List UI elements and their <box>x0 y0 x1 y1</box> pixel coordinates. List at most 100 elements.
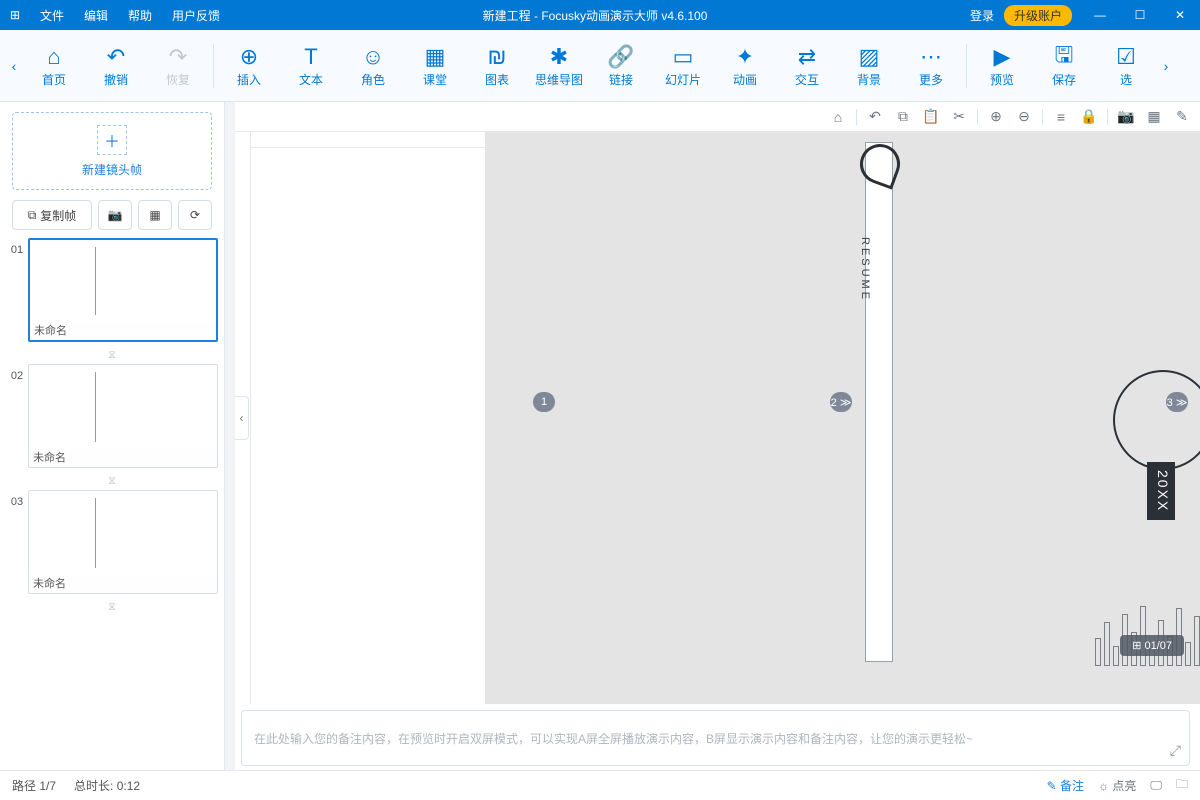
new-frame-label: 新建镜头帧 <box>82 161 142 178</box>
toolbar-更多-button[interactable]: ⋯更多 <box>900 36 962 96</box>
toolbar-背景-button[interactable]: ▨背景 <box>838 36 900 96</box>
copy2-icon[interactable]: ⧉ <box>893 108 913 125</box>
frame-caption: 未命名 <box>29 573 217 593</box>
close-icon[interactable]: ✕ <box>1160 8 1200 22</box>
menu-file[interactable]: 文件 <box>30 7 74 24</box>
loop-button[interactable]: ⟳ <box>178 200 212 230</box>
notes-expand-icon[interactable]: ⤢ <box>1170 742 1181 759</box>
path-node-1[interactable]: 1 <box>533 392 555 412</box>
camera-button[interactable]: 📷 <box>98 200 132 230</box>
plus-icon: ＋ <box>97 125 127 155</box>
sidebar-collapse-button[interactable]: ‹ <box>235 396 249 440</box>
menu-feedback[interactable]: 用户反馈 <box>162 7 230 24</box>
toolbar-链接-button[interactable]: 🔗链接 <box>590 36 652 96</box>
stage-circle-shape[interactable] <box>1113 370 1200 470</box>
grid-icon[interactable]: ▦ <box>1144 108 1164 125</box>
frames-list: 01未命名⧖02未命名⧖03未命名⧖ <box>0 238 224 770</box>
zoom-out-icon[interactable]: ⊖ <box>1014 108 1034 125</box>
status-🖵-button[interactable]: 🖵 <box>1150 778 1162 793</box>
undo2-icon[interactable]: ↶ <box>865 108 885 125</box>
snapshot-icon[interactable]: 📷 <box>1116 108 1136 125</box>
status-🗀-button[interactable]: 🗀 <box>1176 775 1188 796</box>
插入-icon: ⊕ <box>240 43 258 71</box>
预览-icon: ▶ <box>994 43 1011 71</box>
status-点亮-button[interactable]: ☼ 点亮 <box>1098 777 1136 794</box>
main-toolbar: ‹ ⌂首页↶撤销↷恢复 ⊕插入T文本☺角色▦课堂₪图表✱思维导图🔗链接▭幻灯片✦… <box>0 30 1200 102</box>
status-path: 路径 1/7 <box>12 777 56 794</box>
toolbar-scroll-right-icon[interactable]: › <box>1157 36 1175 96</box>
frame-thumbnail[interactable]: 未命名 <box>28 364 218 468</box>
cut-icon[interactable]: ✂ <box>949 108 969 125</box>
stage-year-text[interactable]: 20XX <box>1147 462 1175 520</box>
幻灯片-icon: ▭ <box>673 43 694 71</box>
sidebar-scrollbar[interactable] <box>225 102 235 770</box>
zoom-in-icon[interactable]: ⊕ <box>986 108 1006 125</box>
copy-frame-button[interactable]: ⧉复制帧 <box>12 200 92 230</box>
toolbar-交互-button[interactable]: ⇄交互 <box>776 36 838 96</box>
toolbar-预览-button[interactable]: ▶预览 <box>971 36 1033 96</box>
toolbar-保存-button[interactable]: 🖫保存 <box>1033 36 1095 96</box>
qr-icon: ▦ <box>149 208 160 222</box>
stage-resume-text[interactable]: RESUME <box>859 237 871 302</box>
更多-icon: ⋯ <box>920 43 942 71</box>
menu-help[interactable]: 帮助 <box>118 7 162 24</box>
toolbar-选-button[interactable]: ☑选 <box>1095 36 1157 96</box>
frame-thumbnail[interactable]: 未命名 <box>28 238 218 342</box>
statusbar: 路径 1/7 总时长: 0:12 ✎ 备注☼ 点亮🖵 🗀 <box>0 770 1200 800</box>
toolbar-文本-button[interactable]: T文本 <box>280 36 342 96</box>
toolbar-幻灯片-button[interactable]: ▭幻灯片 <box>652 36 714 96</box>
frame-transition-icon[interactable]: ⧖ <box>6 472 218 490</box>
首页-icon: ⌂ <box>47 43 60 71</box>
toolbar-恢复-button[interactable]: ↷恢复 <box>147 36 209 96</box>
titlebar: ⊞ 文件 编辑 帮助 用户反馈 新建工程 - Focusky动画演示大师 v4.… <box>0 0 1200 30</box>
toolbar-插入-button[interactable]: ⊕插入 <box>218 36 280 96</box>
toolbar-思维导图-button[interactable]: ✱思维导图 <box>528 36 590 96</box>
edit-icon[interactable]: ✎ <box>1172 108 1192 125</box>
paste-icon[interactable]: 📋 <box>921 108 941 125</box>
lock-icon[interactable]: 🔒 <box>1079 108 1099 125</box>
撤销-icon: ↶ <box>107 43 125 71</box>
恢复-icon: ↷ <box>169 43 187 71</box>
frame-thumbnail[interactable]: 未命名 <box>28 490 218 594</box>
canvas-area: ⌂ ↶ ⧉ 📋 ✂ ⊕ ⊖ ≡ 🔒 📷 ▦ ✎ ‹ RESUME <box>235 102 1200 770</box>
toolbar-课堂-button[interactable]: ▦课堂 <box>404 36 466 96</box>
app-logo-icon: ⊞ <box>0 8 30 22</box>
canvas-viewport[interactable]: ‹ RESUME 20XX 1 2 ≫ 3 ≫ 01/07 <box>235 132 1200 704</box>
maximize-icon[interactable]: ☐ <box>1120 8 1160 22</box>
toolbar-角色-button[interactable]: ☺角色 <box>342 36 404 96</box>
frame-transition-icon[interactable]: ⧖ <box>6 598 218 616</box>
保存-icon: 🖫 <box>1055 43 1074 71</box>
toolbar-动画-button[interactable]: ✦动画 <box>714 36 776 96</box>
menu-edit[interactable]: 编辑 <box>74 7 118 24</box>
canvas-stage[interactable]: RESUME 20XX <box>485 132 1200 704</box>
背景-icon: ▨ <box>859 43 880 71</box>
path-node-2[interactable]: 2 ≫ <box>830 392 852 412</box>
notes-placeholder: 在此处输入您的备注内容，在预览时开启双屏模式，可以实现A屏全屏播放演示内容，B屏… <box>254 730 973 747</box>
课堂-icon: ▦ <box>425 43 446 71</box>
toolbar-scroll-left-icon[interactable]: ‹ <box>5 36 23 96</box>
login-button[interactable]: 登录 <box>960 7 1004 24</box>
home-icon[interactable]: ⌂ <box>828 109 848 125</box>
stage-deco-shape[interactable] <box>854 138 905 189</box>
new-frame-button[interactable]: ＋ 新建镜头帧 <box>12 112 212 190</box>
align-icon[interactable]: ≡ <box>1051 109 1071 125</box>
toolbar-图表-button[interactable]: ₪图表 <box>466 36 528 96</box>
选-icon: ☑ <box>1116 43 1136 71</box>
path-node-3[interactable]: 3 ≫ <box>1166 392 1188 412</box>
notes-panel[interactable]: 在此处输入您的备注内容，在预览时开启双屏模式，可以实现A屏全屏播放演示内容，B屏… <box>241 710 1190 766</box>
stage-column-shape[interactable] <box>865 142 893 662</box>
minimize-icon[interactable]: — <box>1080 8 1120 22</box>
动画-icon: ✦ <box>736 43 754 71</box>
角色-icon: ☺ <box>362 43 384 71</box>
frames-sidebar: ＋ 新建镜头帧 ⧉复制帧 📷 ▦ ⟳ 01未命名⧖02未命名⧖03未命名⧖ <box>0 102 225 770</box>
status-备注-button[interactable]: ✎ 备注 <box>1047 777 1084 794</box>
toolbar-首页-button[interactable]: ⌂首页 <box>23 36 85 96</box>
frame-number: 01 <box>6 238 28 342</box>
qr-button[interactable]: ▦ <box>138 200 172 230</box>
frame-transition-icon[interactable]: ⧖ <box>6 346 218 364</box>
upgrade-button[interactable]: 升级账户 <box>1004 5 1072 26</box>
toolbar-撤销-button[interactable]: ↶撤销 <box>85 36 147 96</box>
frame-caption: 未命名 <box>29 447 217 467</box>
frame-number: 02 <box>6 364 28 468</box>
文本-icon: T <box>304 43 317 71</box>
